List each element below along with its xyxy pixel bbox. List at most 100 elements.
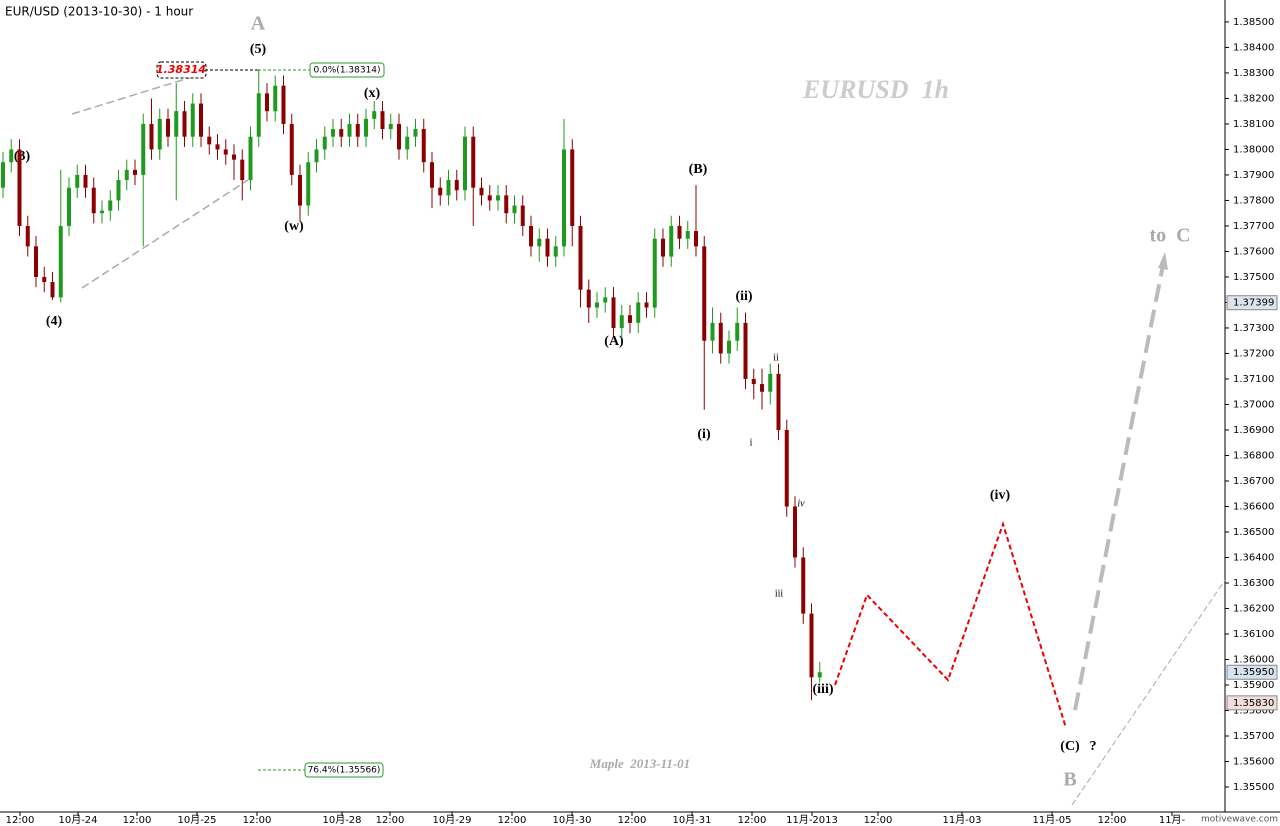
candle-body bbox=[100, 210, 104, 214]
y-tick-label: 1.36100 bbox=[1233, 629, 1274, 640]
candle-body bbox=[42, 276, 47, 283]
y-tick-label: 1.36700 bbox=[1233, 476, 1274, 487]
y-tick-label: 1.36000 bbox=[1233, 654, 1274, 665]
candle-body bbox=[430, 162, 434, 188]
candle-body bbox=[207, 136, 212, 145]
wave-label: (5) bbox=[250, 42, 267, 57]
candle-body bbox=[685, 231, 690, 239]
candle-body bbox=[768, 373, 773, 392]
y-tick-label: 1.35700 bbox=[1233, 731, 1274, 742]
x-tick-label: 12:00 bbox=[498, 815, 527, 826]
candle-body bbox=[380, 111, 385, 130]
candle-body bbox=[463, 136, 467, 191]
candle-body bbox=[595, 302, 599, 308]
candle-body bbox=[166, 118, 170, 137]
candle-body bbox=[487, 195, 492, 201]
x-tick-label: 12:00 bbox=[376, 815, 405, 826]
peak-marker: 1.38314 bbox=[156, 63, 206, 76]
candle-body bbox=[727, 340, 731, 354]
candle-body bbox=[281, 85, 286, 124]
wave-label: iii bbox=[775, 588, 784, 599]
candle-body bbox=[67, 187, 71, 226]
wave-label: (w) bbox=[284, 219, 304, 234]
candle-body bbox=[496, 195, 500, 201]
candle-body bbox=[529, 225, 533, 247]
target-label: to C bbox=[1149, 225, 1190, 247]
drawings bbox=[71, 69, 1226, 806]
candle-body bbox=[760, 384, 764, 392]
wave-label: (3) bbox=[14, 149, 31, 164]
candle-body bbox=[17, 149, 22, 226]
candle-body bbox=[636, 302, 641, 323]
y-tick-label: 1.38300 bbox=[1233, 68, 1274, 79]
trend-line bbox=[81, 179, 249, 289]
candle-body bbox=[347, 123, 352, 137]
candle-body bbox=[273, 85, 278, 112]
candle-body bbox=[322, 136, 327, 150]
y-tick-label: 1.35800 bbox=[1233, 706, 1274, 717]
candle-body bbox=[619, 315, 624, 328]
candle-body bbox=[91, 187, 96, 214]
y-tick-label: 1.35900 bbox=[1233, 680, 1274, 691]
candle-body bbox=[545, 238, 550, 257]
candle-body bbox=[372, 111, 377, 119]
y-tick-label: 1.37500 bbox=[1233, 272, 1274, 283]
candle-body bbox=[611, 297, 616, 328]
candle-body bbox=[190, 103, 195, 137]
candle-body bbox=[553, 246, 558, 257]
y-tick-label: 1.37700 bbox=[1233, 221, 1274, 232]
candle-body bbox=[355, 123, 360, 137]
candle-body bbox=[314, 149, 319, 163]
candle-body bbox=[75, 174, 80, 188]
x-tick-label: 12:00 bbox=[1098, 815, 1127, 826]
price-marker-box bbox=[1226, 664, 1278, 680]
candle-body bbox=[801, 557, 806, 614]
candle-body bbox=[586, 289, 591, 308]
candle-body bbox=[644, 302, 649, 308]
candle-body bbox=[793, 506, 797, 558]
wave-label: (iv) bbox=[990, 488, 1011, 503]
candle-body bbox=[83, 174, 88, 188]
fib-box bbox=[304, 762, 384, 778]
fib-box bbox=[309, 62, 385, 78]
x-tick-label: 10月-28 bbox=[322, 814, 361, 826]
x-tick-label: 10月-30 bbox=[552, 814, 591, 826]
y-tick-label: 1.38500 bbox=[1233, 17, 1274, 28]
candle-body bbox=[174, 111, 179, 137]
x-tick-label: 12:00 bbox=[243, 815, 272, 826]
y-tick-label: 1.38000 bbox=[1233, 144, 1274, 155]
candle-body bbox=[751, 378, 756, 385]
price-marker-label: 1.35950 bbox=[1233, 667, 1274, 678]
y-tick-label: 1.36400 bbox=[1233, 552, 1274, 563]
author-note: Maple 2013-11-01 bbox=[589, 756, 690, 771]
y-tick-label: 1.38100 bbox=[1233, 119, 1274, 130]
candle-body bbox=[25, 225, 30, 247]
candle-body bbox=[694, 231, 698, 247]
wave-label: (4) bbox=[46, 314, 63, 329]
candle-body bbox=[718, 322, 723, 354]
candle-body bbox=[512, 205, 517, 214]
site-watermark: motivewave.com bbox=[1201, 815, 1278, 825]
wave-label: (C) bbox=[1060, 739, 1080, 754]
x-tick-label: 10月-29 bbox=[432, 814, 471, 826]
candle-body bbox=[306, 162, 311, 206]
wave-label: ii bbox=[773, 352, 779, 363]
x-tick-label: 12:00 bbox=[618, 815, 647, 826]
candle-body bbox=[578, 225, 583, 290]
candle-body bbox=[248, 136, 253, 181]
x-tick-label: 11月- bbox=[1159, 814, 1186, 826]
y-tick-label: 1.37800 bbox=[1233, 195, 1274, 206]
x-tick-label: 11月-2013 bbox=[786, 814, 838, 826]
candle-body bbox=[223, 149, 228, 155]
candle-body bbox=[661, 238, 665, 257]
candle-body bbox=[504, 195, 509, 214]
candle-body bbox=[421, 129, 426, 163]
candle-body bbox=[817, 672, 822, 678]
x-tick-label: 11月-03 bbox=[942, 814, 981, 826]
fib-label: 76.4%(1.35566) bbox=[308, 766, 381, 776]
candle-body bbox=[116, 180, 121, 201]
price-marker-box bbox=[1226, 295, 1278, 311]
projection bbox=[834, 520, 1067, 729]
candle-body bbox=[397, 123, 401, 150]
wave-label: iv bbox=[797, 498, 805, 509]
